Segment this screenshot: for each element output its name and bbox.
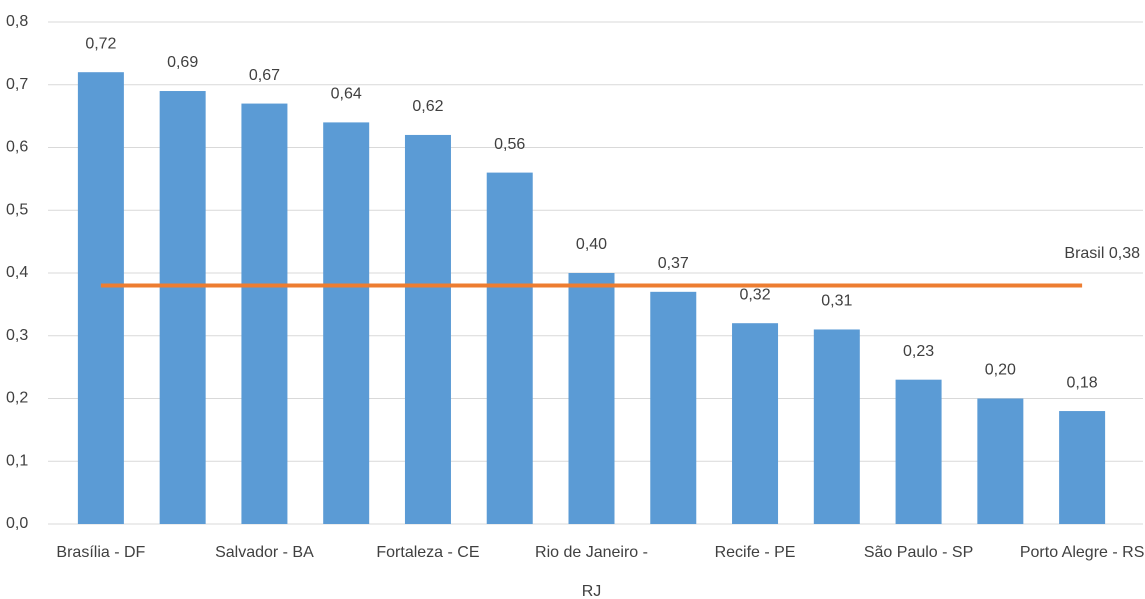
- bar: [323, 122, 370, 525]
- value-label: 0,40: [576, 236, 607, 253]
- x-tick-label: Fortaleza - CE: [376, 544, 480, 561]
- bar: [650, 291, 697, 524]
- value-label: 0,20: [985, 362, 1016, 379]
- x-tick-label: Salvador - BA: [215, 544, 314, 561]
- value-label: 0,32: [739, 286, 770, 303]
- y-tick-label: 0,0: [6, 515, 28, 532]
- bar: [813, 329, 860, 524]
- bar: [159, 91, 206, 525]
- bar: [486, 172, 533, 524]
- x-tick-label: São Paulo - SP: [863, 544, 974, 561]
- x-tick-label: Rio de Janeiro - RJ: [535, 544, 648, 599]
- value-label: 0,67: [249, 67, 280, 84]
- bar: [404, 134, 451, 524]
- bar: [977, 398, 1024, 524]
- y-tick-label: 0,7: [6, 76, 28, 93]
- bar: [732, 323, 779, 524]
- y-tick-label: 0,2: [6, 390, 28, 407]
- value-label: 0,56: [494, 136, 525, 153]
- value-label: 0,69: [167, 54, 198, 71]
- reference-label: Brasil 0,38: [1064, 245, 1140, 262]
- bar: [241, 103, 288, 524]
- value-label: 0,37: [658, 255, 689, 272]
- bar: [77, 72, 124, 524]
- y-tick-label: 0,5: [6, 201, 28, 218]
- bar: [1059, 411, 1106, 524]
- y-tick-label: 0,6: [6, 139, 28, 156]
- bar: [895, 379, 942, 524]
- y-tick-label: 0,8: [6, 13, 28, 30]
- value-label: 0,23: [903, 343, 934, 360]
- bar: [568, 273, 615, 524]
- x-tick-label: Recife - PE: [714, 544, 796, 561]
- x-tick-label: Brasília - DF: [56, 544, 146, 561]
- value-label: 0,31: [821, 293, 852, 310]
- value-label: 0,18: [1067, 374, 1098, 391]
- y-tick-label: 0,3: [6, 327, 28, 344]
- y-tick-label: 0,4: [6, 264, 28, 281]
- value-label: 0,62: [412, 98, 443, 115]
- value-label: 0,72: [85, 35, 116, 52]
- value-label: 0,64: [331, 86, 362, 103]
- x-tick-label: Porto Alegre - RS: [1019, 544, 1145, 561]
- y-tick-label: 0,1: [6, 452, 28, 469]
